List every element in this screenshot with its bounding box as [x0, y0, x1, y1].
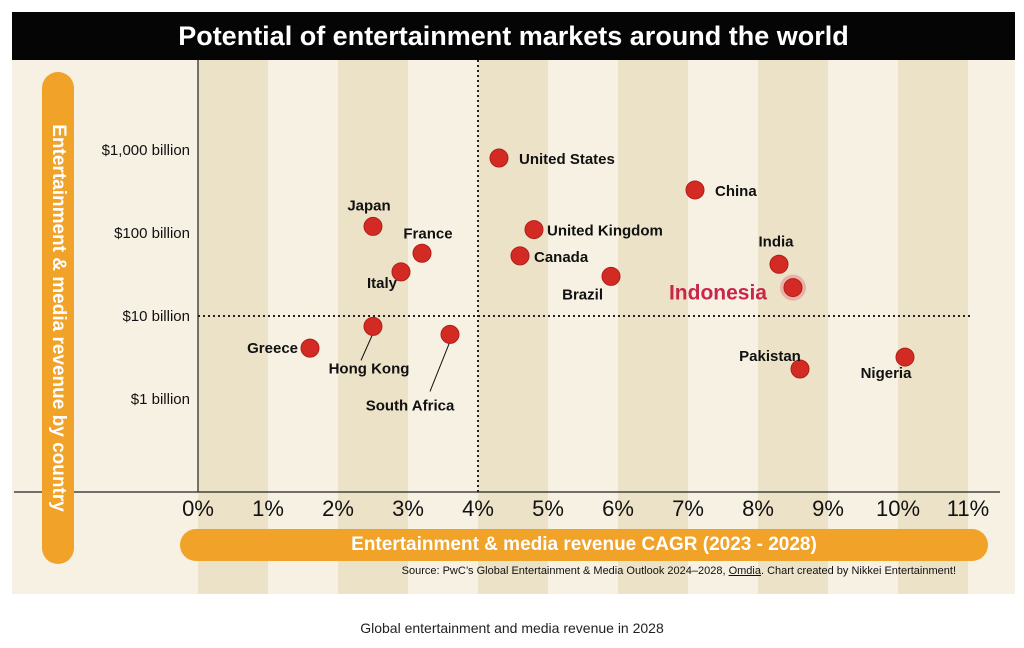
x-tick-label: 6%	[602, 496, 634, 521]
data-point-label: United States	[519, 151, 615, 168]
data-point-label: Greece	[247, 340, 298, 357]
x-tick-label: 9%	[812, 496, 844, 521]
data-point	[300, 338, 320, 358]
x-axis-label: Entertainment & media revenue CAGR (2023…	[180, 529, 988, 561]
data-point-label: United Kingdom	[547, 223, 663, 240]
data-point	[685, 180, 705, 200]
data-point	[510, 246, 530, 266]
data-point-label: China	[715, 183, 757, 200]
x-tick-label: 8%	[742, 496, 774, 521]
y-tick-label: $1,000 billion	[102, 142, 190, 159]
x-tick-label: 1%	[252, 496, 284, 521]
data-point	[895, 347, 915, 367]
data-point	[769, 254, 789, 274]
label-leader-line	[429, 341, 451, 392]
data-point-label: Japan	[347, 197, 390, 214]
data-point	[440, 324, 460, 344]
grid-band	[618, 60, 688, 594]
x-tick-label: 4%	[462, 496, 494, 521]
y-axis-label-pill	[42, 72, 74, 564]
grid-band	[898, 60, 968, 594]
y-tick-label: $1 billion	[131, 391, 190, 408]
data-point-label: Canada	[534, 249, 589, 266]
figure-caption: Global entertainment and media revenue i…	[360, 620, 664, 636]
chart-title: Potential of entertainment markets aroun…	[12, 12, 1015, 60]
data-point-label: Pakistan	[739, 348, 801, 365]
x-tick-label: 5%	[532, 496, 564, 521]
data-point	[391, 262, 411, 282]
data-point-label: South Africa	[366, 397, 455, 414]
data-point	[363, 216, 383, 236]
data-point	[412, 243, 432, 263]
x-tick-label: 2%	[322, 496, 354, 521]
data-point	[489, 148, 509, 168]
label-leader-line	[360, 333, 374, 361]
data-point-label: Hong Kong	[329, 360, 410, 377]
data-point	[790, 359, 810, 379]
x-tick-label: 3%	[392, 496, 424, 521]
data-point-label: Nigeria	[861, 365, 913, 382]
source-prefix: Source: PwC’s Global Entertainment & Med…	[401, 565, 729, 577]
data-point-label: France	[403, 225, 452, 242]
source-suffix: . Chart created by Nikkei Entertainment!	[760, 565, 956, 577]
grid-band	[478, 60, 548, 594]
data-point-label: Italy	[367, 275, 398, 292]
data-point	[601, 266, 621, 286]
data-point	[524, 220, 544, 240]
data-point-label: India	[758, 233, 794, 250]
grid-band	[198, 60, 268, 594]
x-tick-label: 7%	[672, 496, 704, 521]
x-tick-label: 0%	[182, 496, 214, 521]
x-tick-label: 11%	[947, 496, 989, 521]
source-note: Source: PwC’s Global Entertainment & Med…	[402, 565, 956, 577]
grid-band	[758, 60, 828, 594]
y-tick-label: $100 billion	[114, 225, 190, 242]
data-point-label: Brazil	[562, 286, 603, 303]
data-point	[363, 316, 383, 336]
data-point	[783, 278, 803, 298]
source-link[interactable]: Omdia	[728, 565, 761, 577]
x-tick-label: 10%	[876, 496, 920, 521]
data-point-label: Indonesia	[669, 282, 767, 305]
y-tick-label: $10 billion	[122, 308, 190, 325]
y-axis-label: Entertainment & media revenue by country	[48, 124, 69, 512]
